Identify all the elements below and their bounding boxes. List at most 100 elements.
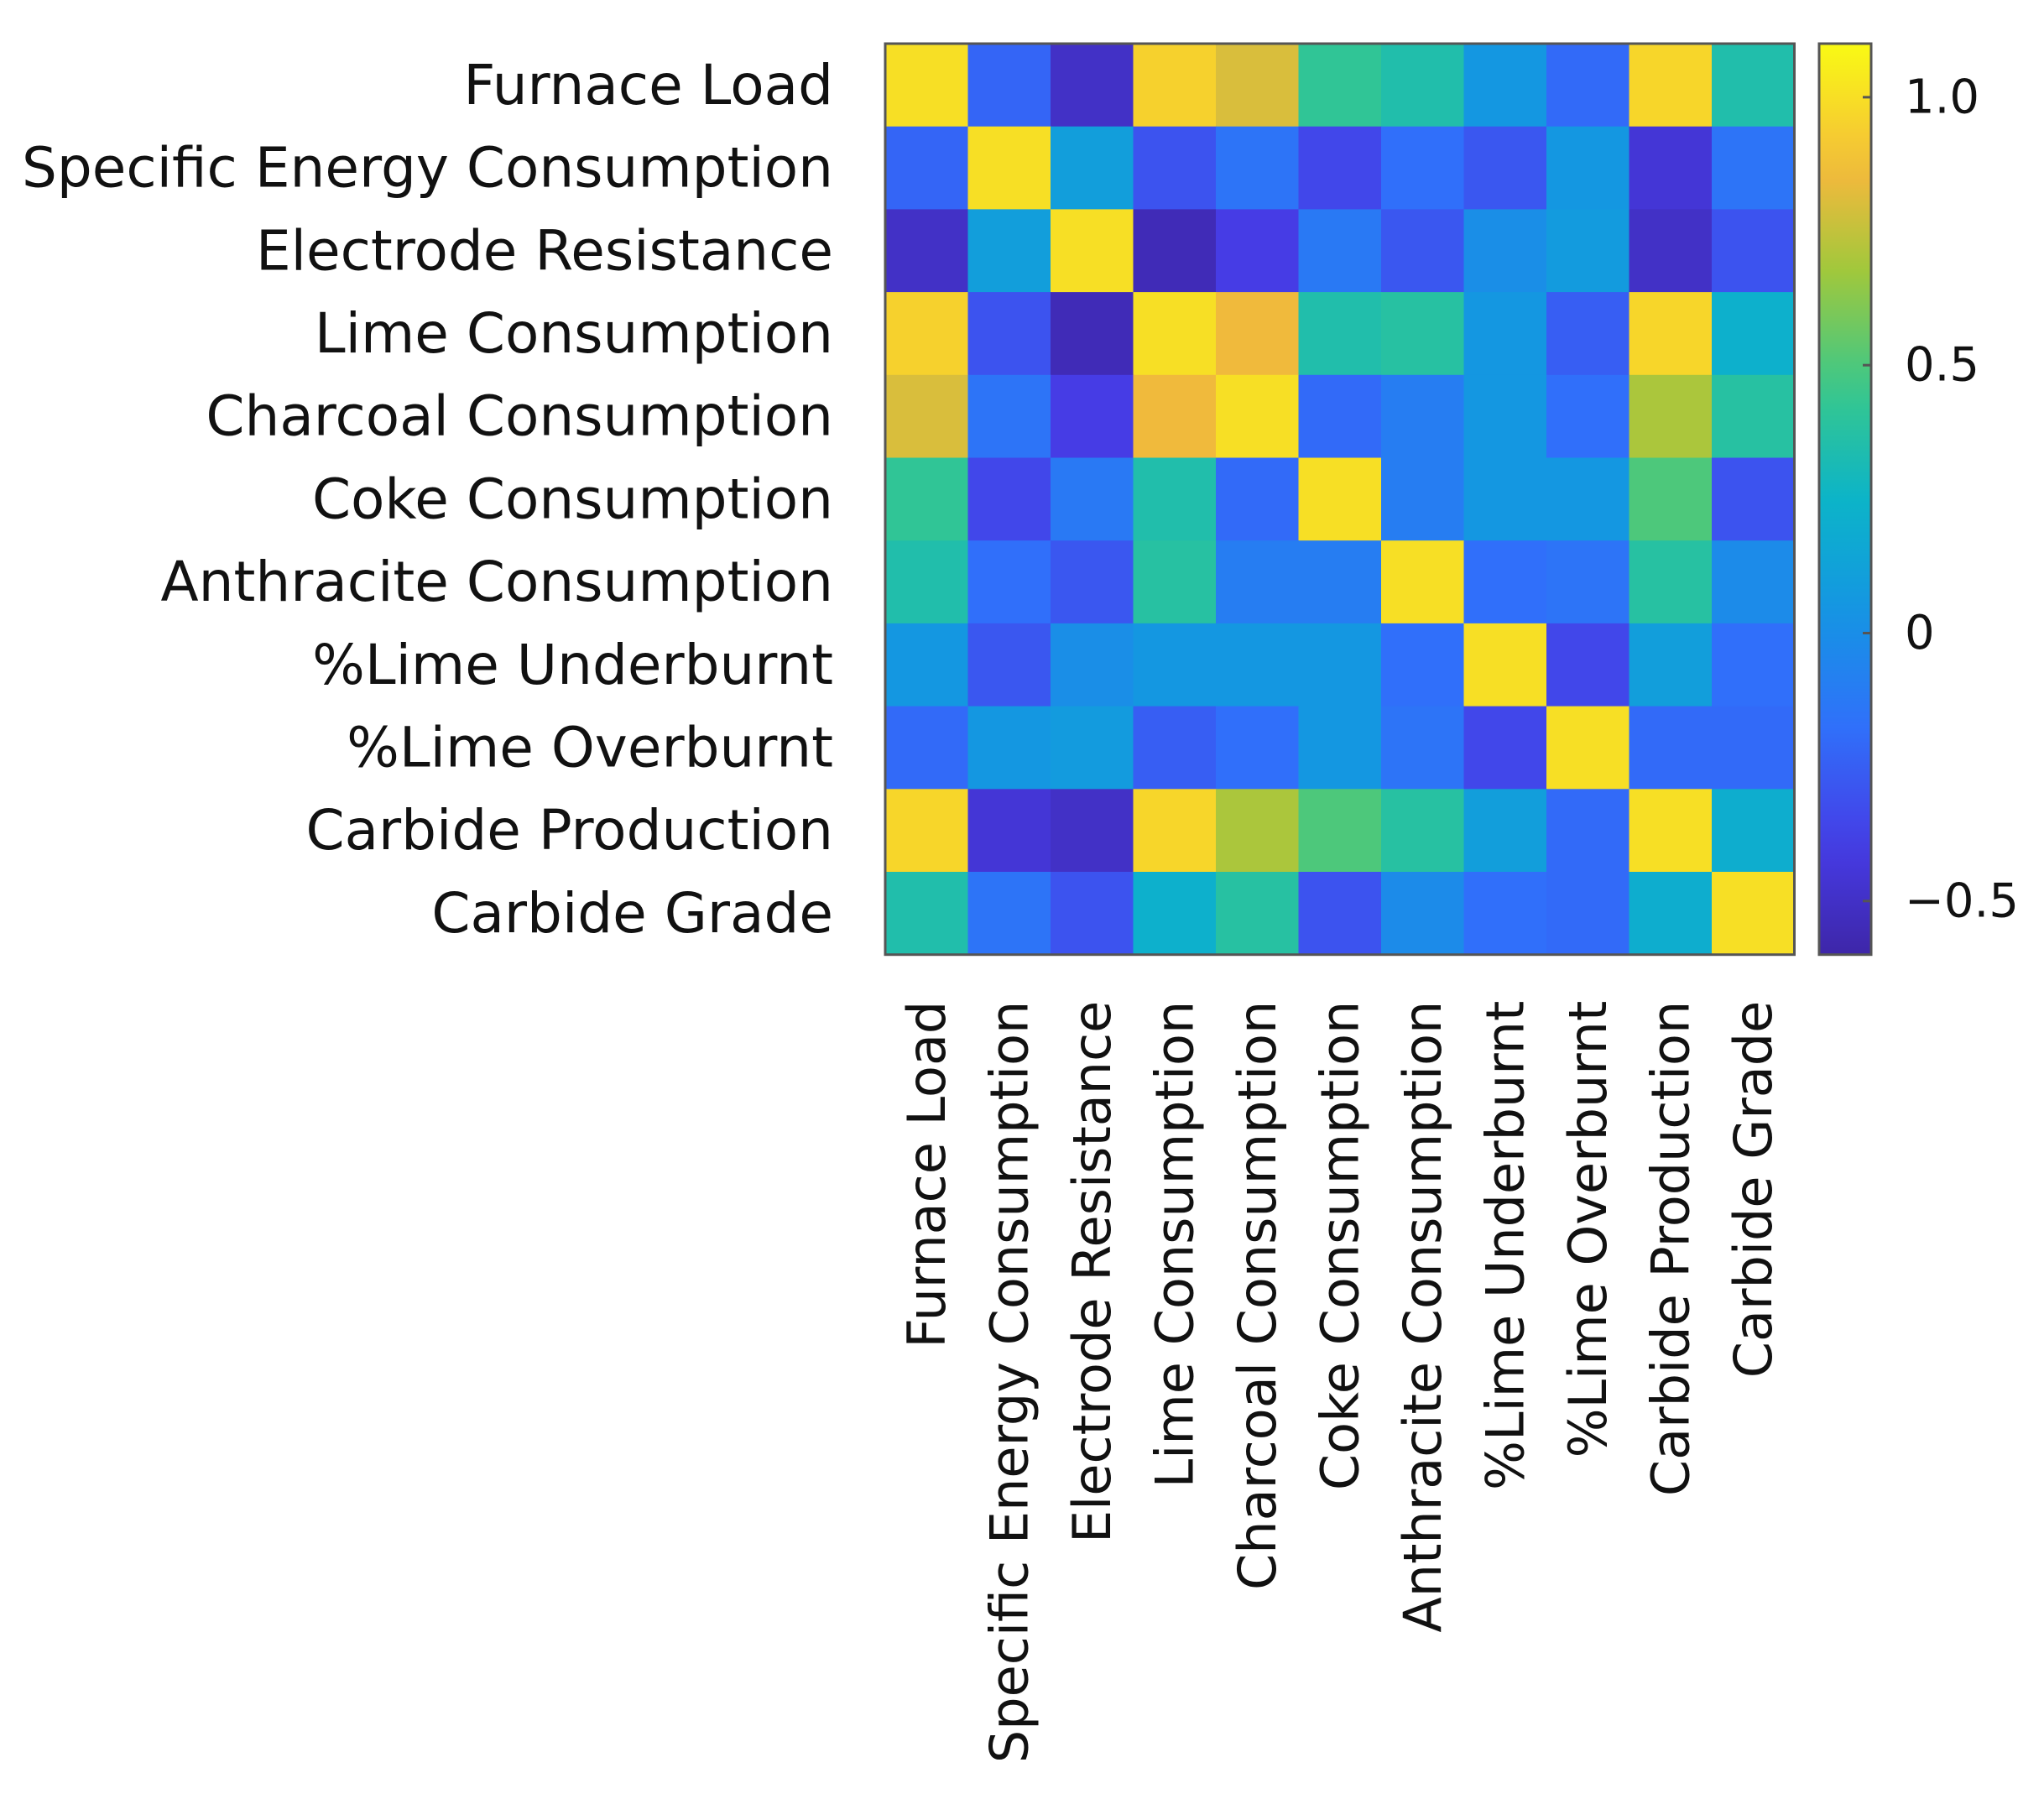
heatmap-cell-r7-c5 — [1298, 623, 1382, 707]
heatmap-cell-r5-c2 — [1051, 457, 1134, 541]
heatmap-cell-r8-c1 — [967, 706, 1051, 790]
heatmap-cell-r0-c4 — [1216, 44, 1300, 128]
heatmap-cell-r6-c8 — [1546, 540, 1630, 624]
heatmap-cell-r10-c3 — [1133, 872, 1217, 956]
heatmap-cell-r10-c7 — [1463, 872, 1547, 956]
heatmap-cell-r8-c9 — [1629, 706, 1713, 790]
heatmap-cell-r8-c3 — [1133, 706, 1217, 790]
heatmap-cell-r3-c4 — [1216, 292, 1300, 376]
heatmap-cell-r10-c0 — [885, 872, 969, 956]
heatmap-cell-r4-c4 — [1216, 374, 1300, 459]
heatmap-cell-r9-c3 — [1133, 789, 1217, 873]
heatmap-cell-r3-c1 — [967, 292, 1051, 376]
heatmap-cell-r1-c2 — [1051, 126, 1134, 210]
heatmap-cell-r0-c7 — [1463, 44, 1547, 128]
heatmap-cell-r4-c10 — [1712, 374, 1796, 459]
heatmap-cell-r1-c10 — [1712, 126, 1796, 210]
column-label: Charcoal Consumption — [1227, 1001, 1288, 1590]
heatmap-cell-r9-c9 — [1629, 789, 1713, 873]
row-label: Charcoal Consumption — [206, 384, 833, 449]
heatmap-cell-r5-c9 — [1629, 457, 1713, 541]
heatmap-cell-r2-c0 — [885, 209, 969, 293]
heatmap-cell-r3-c9 — [1629, 292, 1713, 376]
heatmap-cell-r3-c3 — [1133, 292, 1217, 376]
column-label: Furnace Load — [896, 1001, 957, 1348]
heatmap-cell-r9-c2 — [1051, 789, 1134, 873]
heatmap-cell-r1-c1 — [967, 126, 1051, 210]
row-label: Carbide Grade — [431, 881, 833, 946]
heatmap-cell-r5-c10 — [1712, 457, 1796, 541]
heatmap-cell-r8-c10 — [1712, 706, 1796, 790]
heatmap-cell-r7-c2 — [1051, 623, 1134, 707]
heatmap-cell-r5-c7 — [1463, 457, 1547, 541]
heatmap-cell-r6-c3 — [1133, 540, 1217, 624]
heatmap-cell-r10-c9 — [1629, 872, 1713, 956]
heatmap-cell-r9-c6 — [1381, 789, 1465, 873]
heatmap-cell-r0-c5 — [1298, 44, 1382, 128]
column-label: Electrode Resistance — [1061, 1001, 1123, 1543]
column-label: Carbide Grade — [1723, 1001, 1784, 1379]
heatmap-cell-r1-c5 — [1298, 126, 1382, 210]
heatmap-cell-r10-c1 — [967, 872, 1051, 956]
heatmap-cell-r6-c10 — [1712, 540, 1796, 624]
heatmap-cell-r2-c2 — [1051, 209, 1134, 293]
row-label: %Lime Underburnt — [312, 633, 833, 697]
heatmap-cell-r8-c5 — [1298, 706, 1382, 790]
row-label: Coke Consumption — [312, 467, 833, 531]
heatmap-cell-r4-c0 — [885, 374, 969, 459]
heatmap-cell-r7-c4 — [1216, 623, 1300, 707]
heatmap-cell-r2-c10 — [1712, 209, 1796, 293]
heatmap-cell-r7-c9 — [1629, 623, 1713, 707]
heatmap-cell-r9-c10 — [1712, 789, 1796, 873]
heatmap-cell-r4-c5 — [1298, 374, 1382, 459]
heatmap-cell-r0-c3 — [1133, 44, 1217, 128]
column-label: Coke Consumption — [1309, 1001, 1370, 1490]
heatmap-cell-r2-c3 — [1133, 209, 1217, 293]
heatmap-cell-r1-c7 — [1463, 126, 1547, 210]
heatmap-cell-r9-c7 — [1463, 789, 1547, 873]
heatmap-cell-r3-c2 — [1051, 292, 1134, 376]
heatmap-cell-r1-c8 — [1546, 126, 1630, 210]
heatmap-cell-r9-c1 — [967, 789, 1051, 873]
heatmap-cell-r6-c6 — [1381, 540, 1465, 624]
heatmap-cell-r4-c3 — [1133, 374, 1217, 459]
column-label: Carbide Production — [1640, 1001, 1701, 1496]
heatmap-cell-r8-c7 — [1463, 706, 1547, 790]
heatmap-cell-r4-c6 — [1381, 374, 1465, 459]
heatmap-cell-r1-c9 — [1629, 126, 1713, 210]
heatmap-cell-r3-c5 — [1298, 292, 1382, 376]
heatmap-cell-r5-c3 — [1133, 457, 1217, 541]
colorbar-tick-label: 0.5 — [1905, 338, 1979, 393]
heatmap-cell-r7-c0 — [885, 623, 969, 707]
heatmap-cell-r3-c8 — [1546, 292, 1630, 376]
row-labels: Furnace Load Specific Energy Consumption E… — [22, 53, 833, 946]
heatmap-cell-r3-c0 — [885, 292, 969, 376]
colorbar: 1.0 0.5 0 −0.5 — [1817, 42, 2019, 957]
plot-border — [884, 42, 1796, 957]
heatmap-cell-r4-c9 — [1629, 374, 1713, 459]
heatmap-cell-r10-c6 — [1381, 872, 1465, 956]
heatmap-cell-r0-c1 — [967, 44, 1051, 128]
heatmap-cell-r6-c0 — [885, 540, 969, 624]
heatmap-cell-r7-c3 — [1133, 623, 1217, 707]
heatmap-cell-r6-c5 — [1298, 540, 1382, 624]
column-label: Specific Energy Consumption — [978, 1001, 1040, 1763]
heatmap-cell-r2-c9 — [1629, 209, 1713, 293]
heatmap-cell-r2-c4 — [1216, 209, 1300, 293]
column-label: Lime Consumption — [1144, 1001, 1205, 1489]
heatmap-cell-r3-c7 — [1463, 292, 1547, 376]
heatmap-cell-r2-c1 — [967, 209, 1051, 293]
row-label: Anthracite Consumption — [161, 550, 833, 614]
heatmap-cell-r1-c0 — [885, 126, 969, 210]
heatmap-cell-r4-c2 — [1051, 374, 1134, 459]
heatmap-cell-r2-c6 — [1381, 209, 1465, 293]
heatmap-cell-r8-c0 — [885, 706, 969, 790]
row-label: Lime Consumption — [315, 301, 833, 366]
heatmap-cell-r7-c6 — [1381, 623, 1465, 707]
heatmap-cell-r0-c9 — [1629, 44, 1713, 128]
heatmap-cell-r0-c8 — [1546, 44, 1630, 128]
heatmap-cell-r7-c1 — [967, 623, 1051, 707]
column-label: %Lime Overburnt — [1557, 1001, 1619, 1458]
heatmap-cell-r5-c1 — [967, 457, 1051, 541]
